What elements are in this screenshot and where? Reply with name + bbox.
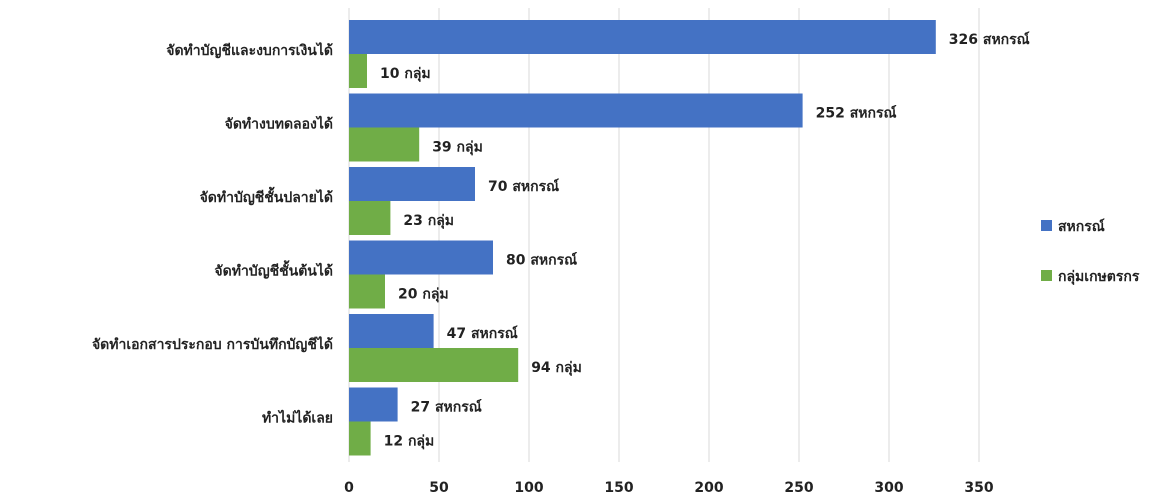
x-tick-label: 100 [514, 480, 543, 494]
category-label: จัดทำบัญชีและงบการเงินได้ [166, 41, 333, 59]
bar-farmer-group [349, 127, 420, 162]
data-label: 20 กลุ่ม [398, 287, 449, 303]
legend: สหกรณ์กลุ่มเกษตรกร [1041, 218, 1140, 285]
data-label: 94 กลุ่ม [531, 360, 582, 376]
category-label: จัดทำงบทดลองได้ [225, 115, 333, 133]
bar-cooperative [349, 387, 398, 422]
bar-farmer-group [349, 54, 367, 88]
data-label: 27 สหกรณ์ [411, 399, 482, 416]
x-tick-label: 200 [694, 480, 723, 494]
legend-swatch [1041, 220, 1052, 231]
category-label: จัดทำเอกสารประกอบ การบันทึกบัญชีได้ [92, 335, 333, 353]
data-label: 80 สหกรณ์ [506, 252, 577, 269]
bar-farmer-group [349, 274, 385, 309]
gridlines [348, 8, 980, 462]
x-tick-label: 250 [784, 480, 813, 494]
bar-cooperative [349, 167, 475, 201]
data-label: 326 สหกรณ์ [949, 31, 1030, 48]
x-tick-label: 0 [344, 480, 354, 494]
x-tick-label: 300 [874, 480, 903, 494]
data-label: 12 กลุ่ม [384, 434, 435, 450]
category-label: ทำไม่ได้เลย [262, 409, 333, 427]
bar-farmer-group [349, 421, 371, 456]
data-label: 47 สหกรณ์ [447, 325, 518, 342]
data-labels: 326 สหกรณ์ 10 กลุ่ม 252 สหกรณ์ 39 กลุ่ม 70 ส… [380, 31, 1030, 450]
legend-label: กลุ่มเกษตรกร [1058, 269, 1140, 285]
bar-cooperative [349, 240, 493, 275]
data-label: 70 สหกรณ์ [488, 178, 559, 195]
data-label: 252 สหกรณ์ [816, 105, 897, 122]
x-tick-label: 50 [429, 480, 449, 494]
x-tick-label: 150 [604, 480, 633, 494]
category-label: จัดทำบัญชีชั้นปลายได้ [200, 186, 333, 206]
bar-farmer-group [349, 201, 391, 235]
bar-cooperative [349, 20, 936, 54]
bar-farmer-group [349, 348, 519, 382]
legend-label: สหกรณ์ [1058, 218, 1105, 235]
x-axis-ticks: 0 50 100 150 200 250 300 350 [344, 480, 994, 494]
data-label: 39 กลุ่ม [432, 140, 483, 156]
category-labels: จัดทำบัญชีและงบการเงินได้จัดทำงบทดลองได้… [92, 41, 333, 427]
legend-swatch [1041, 270, 1052, 281]
bar-cooperative [349, 93, 803, 128]
bar-cooperative [349, 314, 434, 348]
data-label: 10 กลุ่ม [380, 66, 431, 82]
data-label: 23 กลุ่ม [403, 213, 454, 229]
bars [349, 20, 936, 456]
x-tick-label: 350 [964, 480, 993, 494]
category-label: จัดทำบัญชีชั้นต้นได้ [214, 260, 333, 280]
